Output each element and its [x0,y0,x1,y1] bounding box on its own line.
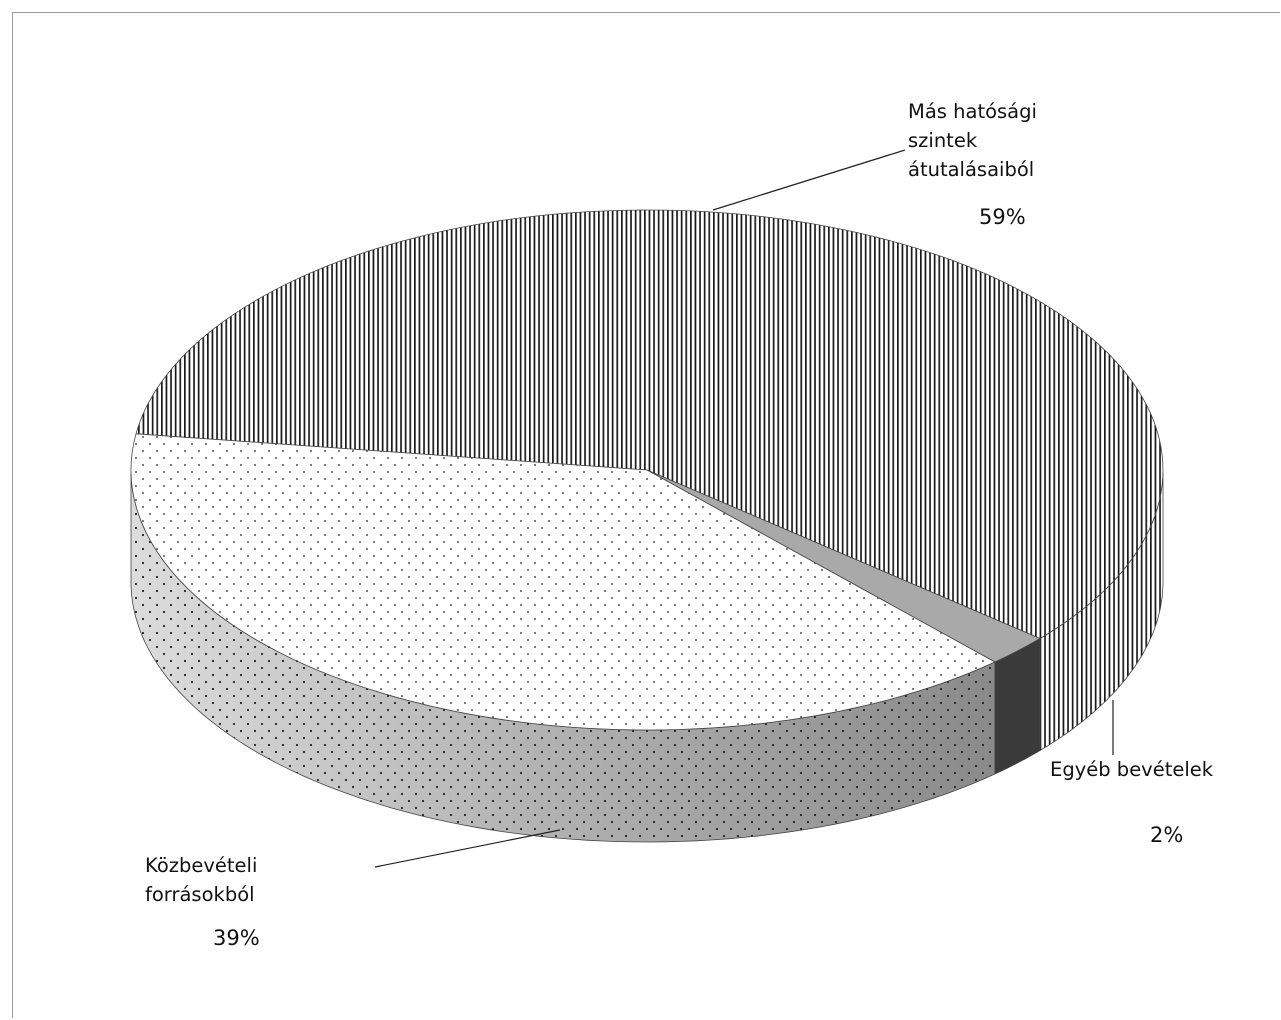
leader-line-2 [374,829,561,868]
slice-label-mas-hatosagi: Más hatósági szintek átutalásaiból [908,97,1037,184]
leader-line-0 [712,149,906,211]
slice-percent-mas-hatosagi: 59% [979,205,1026,229]
slice-label-line: Közbevételi [145,854,258,877]
slice-top-0 [135,209,1164,639]
slice-label-line: forrásokból [145,883,255,906]
slice-label-line: Egyéb bevételek [1050,758,1214,781]
slice-percent-egyeb: 2% [1150,823,1184,847]
slice-label-line: szintek [908,129,978,152]
slice-label-line: átutalásaiból [908,158,1035,181]
slice-label-egyeb: Egyéb bevételek [1050,755,1213,784]
chart-frame [12,12,1280,1018]
slice-top-2 [130,433,996,731]
slice-percent-kozbeveteli: 39% [213,926,260,950]
slice-label-kozbeveteli: Közbevételi forrásokból [145,851,257,909]
slice-label-line: Más hatósági [908,100,1037,123]
slice-side-texture-2 [131,473,995,842]
